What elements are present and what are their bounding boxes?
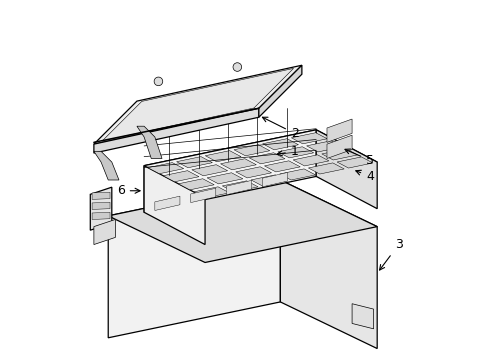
Polygon shape [264,161,300,172]
Text: 1: 1 [277,145,298,158]
Text: 2: 2 [262,117,298,140]
Polygon shape [279,169,315,180]
Polygon shape [144,130,376,198]
Polygon shape [249,153,285,164]
Polygon shape [94,220,115,244]
Polygon shape [94,108,258,153]
Polygon shape [144,166,204,244]
Polygon shape [258,65,301,117]
Polygon shape [206,173,243,184]
Polygon shape [205,150,241,162]
Polygon shape [306,141,342,152]
Polygon shape [308,163,344,174]
Polygon shape [190,188,215,203]
Polygon shape [137,126,162,158]
Polygon shape [351,304,373,329]
Text: 4: 4 [355,170,373,183]
Circle shape [233,63,241,71]
Polygon shape [94,151,119,180]
Polygon shape [262,139,298,150]
Polygon shape [176,157,212,168]
Polygon shape [222,181,258,192]
Polygon shape [233,145,269,156]
Polygon shape [92,192,110,199]
Polygon shape [280,180,376,348]
Polygon shape [262,172,287,187]
Polygon shape [336,157,372,168]
Text: 3: 3 [379,238,402,270]
Polygon shape [193,187,229,198]
Polygon shape [94,65,301,144]
Polygon shape [326,119,351,142]
Text: 5: 5 [345,149,373,167]
Polygon shape [108,180,376,262]
Polygon shape [155,196,180,211]
Polygon shape [163,171,199,182]
Polygon shape [90,187,112,230]
Polygon shape [321,149,357,160]
Polygon shape [326,135,351,158]
Polygon shape [316,130,376,209]
Polygon shape [147,163,183,174]
Polygon shape [250,175,286,186]
Polygon shape [178,179,214,190]
Text: 6: 6 [117,184,140,197]
Polygon shape [108,180,280,338]
Polygon shape [92,212,110,220]
Polygon shape [220,159,256,170]
Polygon shape [102,68,293,141]
Circle shape [154,77,163,86]
Polygon shape [226,180,251,195]
Polygon shape [291,133,326,144]
Polygon shape [292,155,328,166]
Polygon shape [191,165,227,176]
Polygon shape [144,130,316,212]
Polygon shape [92,202,110,210]
Polygon shape [235,167,271,178]
Polygon shape [277,147,313,158]
